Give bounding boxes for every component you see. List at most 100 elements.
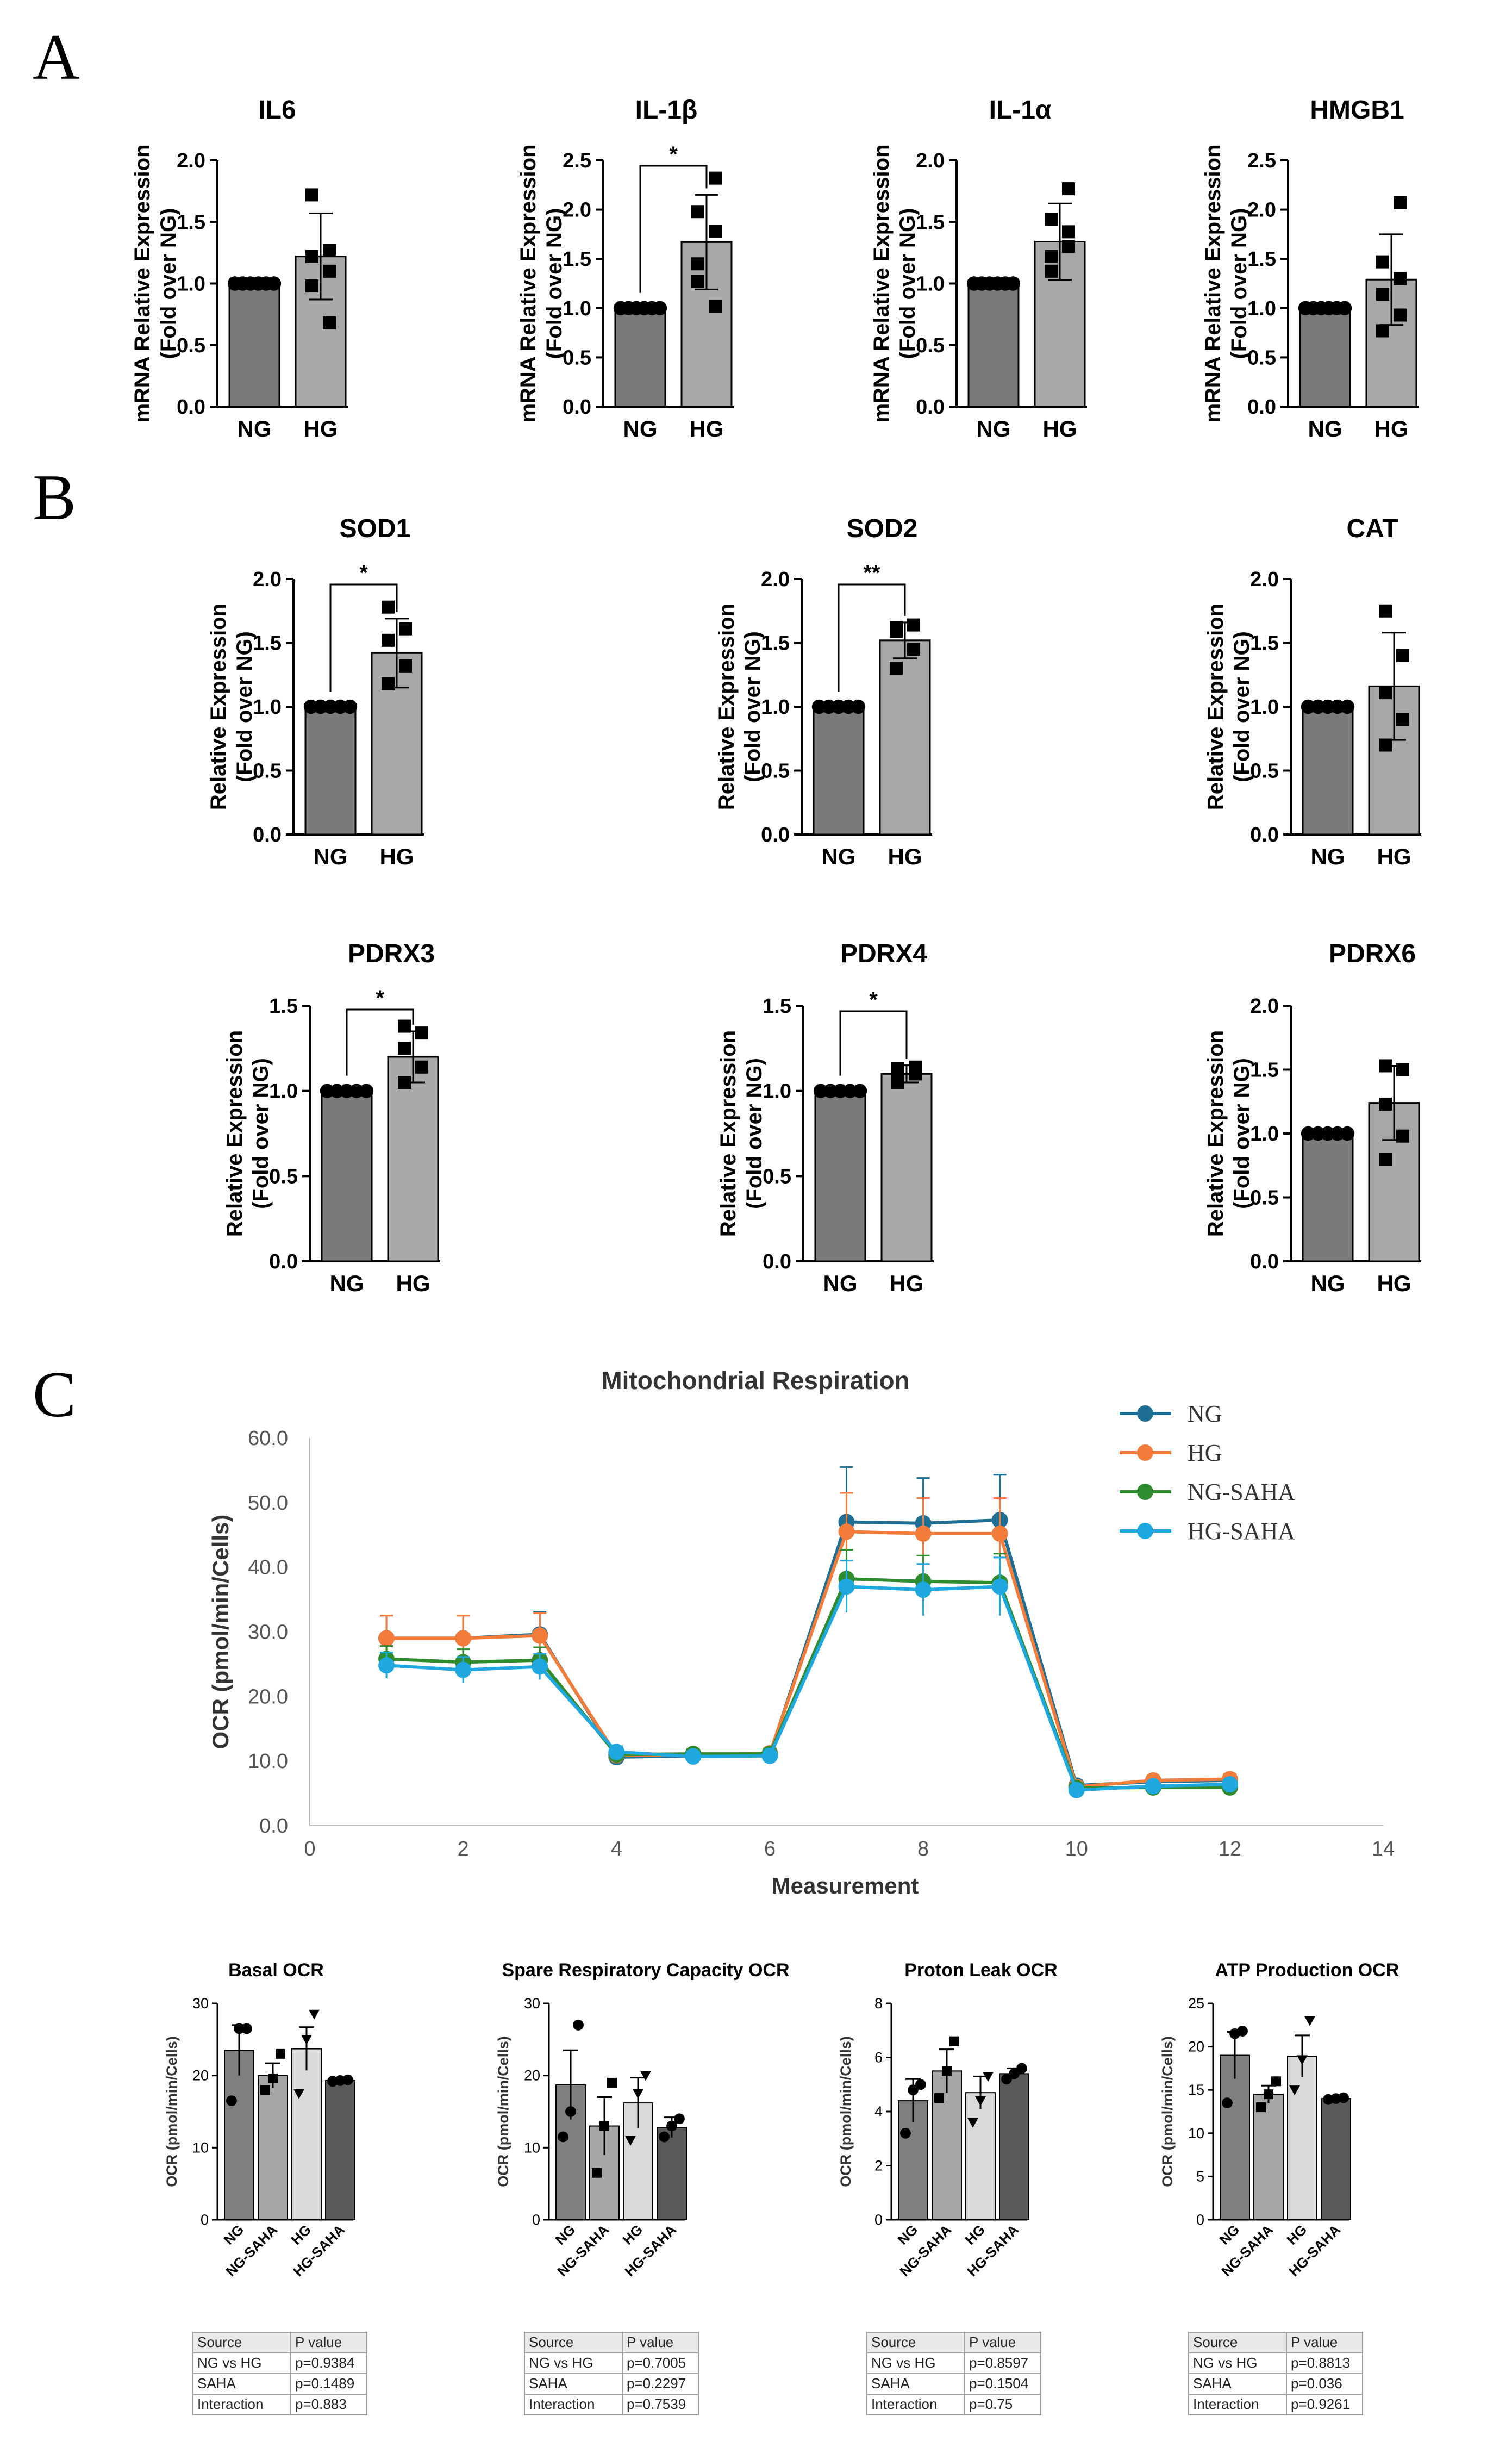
y-axis-label-line: Relative Expression — [1204, 603, 1228, 810]
y-tick-label: 0.5 — [916, 334, 945, 357]
bar-hg — [880, 1073, 933, 1262]
table-cell — [524, 2394, 623, 2415]
y-axis-label-line: Relative Expression — [223, 1030, 247, 1237]
bar — [1321, 2098, 1351, 2221]
data-point — [226, 2095, 237, 2107]
chart-sod2: SOD2 0.0 0.5 1.0 1.5 2.0 Relative Expression (F… — [715, 514, 932, 869]
x-category-label: HG — [888, 844, 922, 869]
table-cell-text: p=0.1504 — [969, 2375, 1028, 2392]
x-axis-label: Measurement — [772, 1873, 919, 1898]
table-cell-text: Interaction — [871, 2396, 937, 2412]
table-cell — [290, 2352, 367, 2374]
data-point — [1379, 1059, 1392, 1073]
table-cell-text: p=0.8813 — [1291, 2355, 1350, 2371]
y-tick-label: 0 — [1196, 2212, 1204, 2228]
data-point — [640, 2071, 651, 2081]
data-point — [398, 1019, 411, 1033]
table-cell — [964, 2394, 1041, 2415]
y-tick-label: 1.5 — [177, 211, 205, 234]
y-tick-label: 0.0 — [253, 824, 282, 846]
y-tick-label: 0.0 — [259, 1815, 288, 1838]
data-point — [1005, 276, 1021, 291]
data-point — [967, 2118, 978, 2128]
data-point — [975, 2096, 986, 2106]
data-point — [691, 205, 704, 219]
bar — [965, 2092, 996, 2221]
data-point — [852, 1084, 867, 1098]
bar-ng — [1302, 706, 1354, 836]
data-point — [1340, 1126, 1355, 1141]
table-cell — [524, 2332, 623, 2353]
data-point — [1045, 264, 1058, 278]
bar-ng — [1299, 307, 1351, 408]
y-tick-label: 0.5 — [763, 1165, 791, 1188]
chart-title: PDRX6 — [1329, 939, 1416, 968]
y-tick-label: 0.0 — [269, 1250, 298, 1273]
table-cell-text: p=0.7005 — [627, 2355, 686, 2371]
x-category-label: NG — [314, 844, 348, 869]
y-tick-label: 0.5 — [253, 760, 282, 783]
bar — [999, 2073, 1029, 2221]
data-point — [1256, 2102, 1266, 2113]
y-axis-label-line: (Fold over NG) — [1227, 208, 1251, 359]
data-point — [915, 2079, 926, 2090]
x-category-label: HG — [1374, 416, 1409, 441]
y-tick-label: 1.0 — [1250, 696, 1279, 719]
data-point — [1379, 686, 1392, 700]
chart-title: CAT — [1346, 514, 1398, 543]
table-cell — [622, 2352, 699, 2374]
data-point — [599, 2121, 609, 2131]
y-tick-label: 1.0 — [763, 1080, 791, 1103]
data-point — [241, 2023, 252, 2034]
x-category-label: HG — [1043, 416, 1077, 441]
chart-title: SOD1 — [340, 514, 411, 543]
x-category-label: NG — [623, 416, 658, 441]
data-point — [891, 1076, 904, 1089]
chart-title: IL-1β — [635, 96, 698, 124]
data-point — [382, 677, 395, 690]
y-tick-label: 10.0 — [248, 1750, 288, 1773]
data-point — [625, 2135, 636, 2146]
data-point — [573, 2019, 584, 2031]
y-axis-label-line: Relative Expression — [716, 1030, 740, 1237]
significance-label: ** — [863, 561, 880, 585]
y-tick-label: 1.0 — [761, 696, 790, 719]
data-point — [532, 1627, 548, 1644]
y-tick-label: 0.0 — [177, 396, 205, 419]
data-point — [323, 264, 336, 278]
y-tick-label: 1.5 — [563, 248, 591, 271]
table-cell-text: P value — [1291, 2334, 1338, 2350]
data-point — [942, 2066, 952, 2076]
data-point — [1376, 255, 1389, 269]
y-tick-label: 2.0 — [1250, 995, 1279, 1018]
y-axis-label-line: (Fold over NG) — [1230, 631, 1254, 782]
chart-pdrx3: PDRX3 0.0 0.5 1.0 1.5 Relative Expression (Fol… — [223, 939, 440, 1296]
data-point — [1337, 301, 1352, 315]
data-point — [1396, 1129, 1409, 1143]
data-point — [398, 1042, 411, 1055]
x-category-label: HG — [1377, 1271, 1411, 1296]
data-point — [1379, 1153, 1392, 1166]
y-tick-label: 1.5 — [1247, 248, 1276, 271]
y-tick-label: 2.0 — [761, 568, 790, 591]
data-point — [234, 2023, 245, 2034]
table-cell-text: p=0.7539 — [627, 2396, 686, 2412]
table-cell — [1188, 2332, 1287, 2353]
table-cell-text: p=0.8597 — [969, 2355, 1028, 2371]
y-tick-label: 2 — [874, 2158, 883, 2174]
chart-pdrx6: PDRX6 0.0 0.5 1.0 1.5 2.0 Relative Expression(… — [1204, 939, 1421, 1296]
data-point — [691, 275, 704, 288]
significance-label: * — [359, 561, 368, 585]
bar-ng — [813, 706, 865, 836]
table-cell — [964, 2332, 1041, 2353]
table-cell-text: p=0.883 — [295, 2396, 347, 2412]
stats-table: Source P value NG vs HG p=0.7005 SAHA p=0.229… — [524, 2332, 699, 2415]
data-point — [558, 2131, 568, 2143]
data-point — [909, 1060, 922, 1074]
chart-title: Proton Leak OCR — [904, 1960, 1057, 1981]
y-tick-label: 1.5 — [269, 995, 298, 1018]
data-point — [633, 2089, 643, 2099]
